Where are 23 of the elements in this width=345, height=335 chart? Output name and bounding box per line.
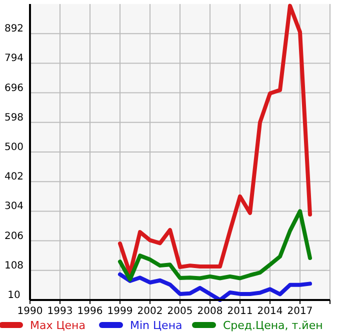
x-tick-label: 2014 — [257, 306, 283, 317]
y-tick-label: 108 — [4, 260, 24, 272]
legend-label: Min Цена — [130, 319, 182, 332]
x-tick-label: 2017 — [287, 306, 313, 317]
y-tick-label: 402 — [4, 172, 24, 183]
x-tick-label: 1990 — [17, 306, 43, 317]
y-tick-label: 10 — [8, 290, 20, 301]
y-tick-label: 696 — [4, 82, 24, 94]
x-tick-label: 1996 — [77, 306, 103, 317]
x-tick-label: 1993 — [47, 306, 73, 317]
y-tick-label: 892 — [4, 24, 24, 35]
x-tick-label: 2011 — [227, 306, 253, 317]
y-tick-label: 794 — [4, 53, 24, 64]
x-tick-label: 2005 — [167, 306, 193, 317]
legend-label: Max Цена — [30, 319, 86, 332]
y-tick-label: 500 — [4, 142, 24, 153]
y-tick-label: 206 — [4, 230, 24, 242]
y-tick-label: 598 — [4, 112, 24, 124]
x-tick-label: 2008 — [197, 306, 223, 317]
x-tick-label: 2002 — [137, 306, 163, 317]
y-tick-label: 304 — [4, 201, 24, 212]
x-tick-label: 1999 — [107, 306, 133, 317]
legend-label: Сред.Цена, т.йен — [223, 319, 323, 332]
